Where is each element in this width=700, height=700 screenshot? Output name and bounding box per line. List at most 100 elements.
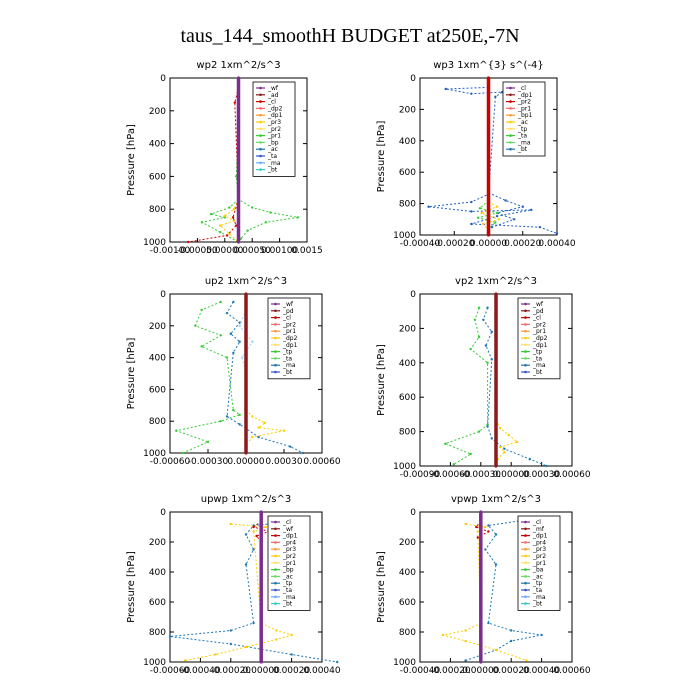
series-line — [226, 301, 304, 454]
data-point — [228, 206, 231, 209]
legend-entry: _ac — [532, 573, 543, 580]
legend-marker — [509, 100, 512, 103]
legend-marker — [274, 363, 277, 367]
legend-marker — [524, 568, 527, 571]
y-axis-label: Pressure [hPa] — [376, 551, 387, 623]
data-point — [477, 335, 481, 339]
x-tick-label: 0.00040 — [538, 239, 575, 249]
legend-entry: _pd — [532, 308, 544, 315]
legend-marker — [274, 343, 277, 347]
data-point — [238, 324, 241, 327]
legend-marker — [524, 309, 527, 313]
legend-entry: _pr2 — [282, 553, 296, 560]
legend-entry: _ta — [532, 355, 542, 362]
data-point — [264, 221, 268, 224]
data-point — [290, 653, 293, 656]
data-point — [219, 334, 222, 337]
data-point — [228, 232, 231, 235]
data-point — [336, 660, 339, 664]
data-point — [184, 659, 187, 662]
data-point — [214, 653, 217, 656]
x-tick-label: -0.00060 — [150, 457, 191, 467]
legend-entry: _bt — [282, 369, 293, 376]
legend-entry: _ma — [532, 594, 546, 601]
legend-marker — [274, 370, 277, 374]
series-line — [174, 301, 241, 454]
x-tick-label: 0.00060 — [303, 457, 340, 467]
data-point — [257, 426, 260, 429]
x-tick-label: -0.00030 — [188, 457, 229, 467]
data-point — [244, 451, 248, 455]
data-point — [257, 435, 260, 439]
data-point — [200, 221, 204, 224]
data-point — [232, 219, 236, 222]
data-point — [494, 292, 498, 296]
data-point — [263, 421, 267, 424]
y-tick-label: 400 — [399, 359, 416, 369]
data-point — [487, 621, 490, 625]
data-point — [528, 457, 531, 461]
data-point — [236, 207, 241, 211]
legend-marker — [274, 541, 277, 544]
y-axis-label: Pressure [hPa] — [126, 124, 137, 196]
data-point — [232, 351, 235, 355]
series-line — [443, 307, 489, 465]
data-point — [289, 445, 292, 448]
legend-entry: _ma — [267, 160, 281, 167]
data-point — [301, 451, 305, 455]
data-point — [175, 429, 178, 432]
data-point — [479, 630, 483, 634]
legend-marker — [509, 107, 512, 110]
data-point — [181, 451, 184, 455]
panel-title: wp2 1xm^2/s^3 — [196, 60, 280, 71]
legend-entry: _bp1 — [517, 112, 533, 119]
y-tick-label: 800 — [149, 205, 166, 215]
y-axis-label: Pressure [hPa] — [376, 344, 387, 416]
panel-title: up2 1xm^2/s^3 — [205, 276, 287, 287]
data-point — [236, 240, 241, 244]
x-tick-label: 0.00030 — [523, 470, 560, 480]
legend-entry: _ac — [267, 146, 278, 153]
data-point — [486, 123, 491, 127]
data-point — [225, 356, 229, 359]
legend-marker — [524, 588, 527, 592]
legend-marker — [509, 147, 512, 151]
legend-marker — [509, 120, 512, 124]
legend-entry: _bt — [282, 601, 293, 608]
data-point — [486, 233, 491, 237]
y-tick-label: 200 — [399, 324, 416, 334]
data-point — [521, 205, 524, 208]
data-point — [275, 638, 278, 641]
legend-marker — [274, 575, 277, 578]
data-point — [244, 340, 248, 344]
data-point — [229, 332, 232, 335]
data-point — [482, 318, 485, 321]
legend-entry: _pr2 — [267, 126, 281, 133]
data-point — [469, 347, 472, 351]
legend-marker — [274, 547, 277, 551]
legend-entry: _cl — [267, 99, 276, 106]
data-point — [229, 642, 232, 646]
legend-marker — [509, 113, 512, 117]
legend-marker — [524, 520, 527, 524]
legend-marker — [259, 141, 262, 144]
legend-marker — [274, 588, 277, 592]
data-point — [494, 563, 498, 566]
y-tick-label: 1000 — [143, 658, 166, 668]
data-point — [244, 533, 248, 536]
legend-marker — [524, 363, 527, 367]
panel-title: wp3 1xm^{3} s^(-4} — [433, 60, 544, 71]
series-line — [465, 520, 542, 661]
legend-marker — [524, 581, 527, 585]
legend-entry: _ta — [282, 355, 292, 362]
legend-marker — [524, 336, 527, 340]
data-point — [200, 308, 203, 312]
legend-entry: _tp — [282, 580, 292, 587]
x-tick-label: 0.00000 — [462, 666, 499, 676]
series-line — [488, 192, 525, 228]
x-tick-label: -0.00020 — [211, 666, 252, 676]
y-axis-label: Pressure [hPa] — [126, 551, 137, 623]
legend-entry: _tp — [532, 580, 542, 587]
data-point — [290, 633, 293, 637]
data-point — [219, 420, 222, 423]
